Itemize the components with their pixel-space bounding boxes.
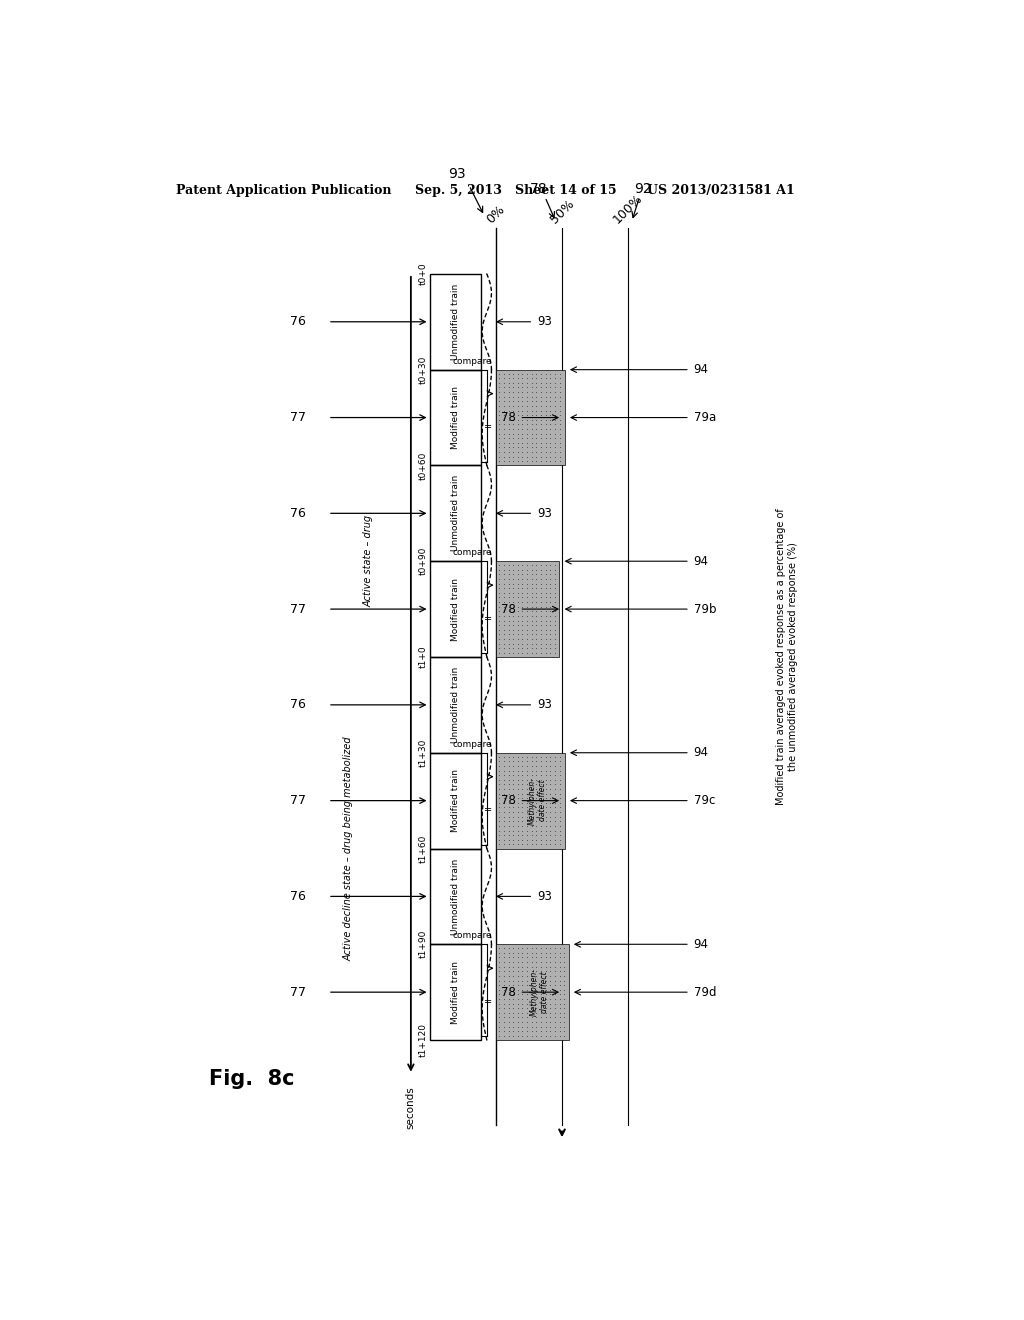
Text: 92: 92 bbox=[635, 182, 652, 197]
Text: US 2013/0231581 A1: US 2013/0231581 A1 bbox=[647, 185, 795, 197]
Text: 78: 78 bbox=[501, 795, 515, 807]
Bar bbox=[430, 561, 480, 657]
Bar bbox=[430, 752, 480, 849]
Text: 79a: 79a bbox=[693, 411, 716, 424]
Text: 93: 93 bbox=[538, 698, 552, 711]
Text: Unmodified train: Unmodified train bbox=[451, 475, 460, 552]
Text: 93: 93 bbox=[538, 507, 552, 520]
Text: 78: 78 bbox=[501, 986, 515, 999]
Text: Unmodified train: Unmodified train bbox=[451, 667, 460, 743]
Text: 94: 94 bbox=[693, 746, 709, 759]
Text: 94: 94 bbox=[693, 554, 709, 568]
Bar bbox=[430, 466, 480, 561]
Text: 93: 93 bbox=[538, 315, 552, 329]
Bar bbox=[496, 944, 568, 1040]
Bar bbox=[430, 657, 480, 752]
Text: 76: 76 bbox=[291, 315, 306, 329]
Text: Fig.  8c: Fig. 8c bbox=[209, 1069, 295, 1089]
Text: t1+60: t1+60 bbox=[419, 834, 428, 863]
Text: 93: 93 bbox=[538, 890, 552, 903]
Text: 100%: 100% bbox=[610, 191, 645, 226]
Text: 94: 94 bbox=[693, 937, 709, 950]
Text: Modified train: Modified train bbox=[451, 770, 460, 832]
Text: 76: 76 bbox=[291, 890, 306, 903]
Text: 79b: 79b bbox=[693, 603, 716, 615]
Text: t0+0: t0+0 bbox=[419, 263, 428, 285]
Text: 79d: 79d bbox=[693, 986, 716, 999]
Text: t1+0: t1+0 bbox=[419, 645, 428, 668]
Bar bbox=[430, 944, 480, 1040]
Text: t0+90: t0+90 bbox=[419, 546, 428, 576]
Text: compare: compare bbox=[453, 932, 493, 940]
Bar bbox=[430, 275, 480, 370]
Text: Methylphen-
date effect: Methylphen- date effect bbox=[529, 968, 549, 1016]
Text: t1+90: t1+90 bbox=[419, 931, 428, 958]
Text: Modified train: Modified train bbox=[451, 961, 460, 1024]
Bar bbox=[430, 370, 480, 466]
Text: =: = bbox=[484, 614, 493, 623]
Text: 93: 93 bbox=[449, 166, 466, 181]
Text: t1+120: t1+120 bbox=[419, 1023, 428, 1057]
Text: compare: compare bbox=[453, 356, 493, 366]
Text: compare: compare bbox=[453, 548, 493, 557]
Text: 78: 78 bbox=[501, 603, 515, 615]
Bar bbox=[496, 370, 564, 466]
Text: 77: 77 bbox=[290, 986, 306, 999]
Text: Sep. 5, 2013   Sheet 14 of 15: Sep. 5, 2013 Sheet 14 of 15 bbox=[415, 185, 616, 197]
Bar bbox=[496, 561, 559, 657]
Bar bbox=[430, 849, 480, 944]
Text: t1+30: t1+30 bbox=[419, 739, 428, 767]
Text: seconds: seconds bbox=[406, 1086, 416, 1129]
Text: Unmodified train: Unmodified train bbox=[451, 284, 460, 360]
Text: 94: 94 bbox=[693, 363, 709, 376]
Text: 0%: 0% bbox=[484, 203, 508, 226]
Text: =: = bbox=[484, 805, 493, 816]
Text: 78: 78 bbox=[530, 182, 548, 197]
Text: Methylphen-
date effect: Methylphen- date effect bbox=[527, 776, 547, 825]
Text: t0+60: t0+60 bbox=[419, 451, 428, 479]
Text: Modified train: Modified train bbox=[451, 578, 460, 640]
Text: 77: 77 bbox=[290, 411, 306, 424]
Text: 79c: 79c bbox=[693, 795, 715, 807]
Text: 77: 77 bbox=[290, 795, 306, 807]
Text: 78: 78 bbox=[501, 411, 515, 424]
Text: 76: 76 bbox=[291, 507, 306, 520]
Text: Unmodified train: Unmodified train bbox=[451, 858, 460, 935]
Text: Modified train: Modified train bbox=[451, 385, 460, 449]
Bar bbox=[496, 752, 564, 849]
Text: 76: 76 bbox=[291, 698, 306, 711]
Text: compare: compare bbox=[453, 741, 493, 748]
Text: Active decline state – drug being metabolized: Active decline state – drug being metabo… bbox=[344, 737, 354, 961]
Text: =: = bbox=[484, 997, 493, 1007]
Text: Active state – drug: Active state – drug bbox=[364, 515, 374, 607]
Text: Modified train averaged evoked response as a percentage of
the unmodified averag: Modified train averaged evoked response … bbox=[776, 508, 798, 805]
Text: =: = bbox=[484, 422, 493, 432]
Text: 50%: 50% bbox=[548, 197, 577, 226]
Text: 77: 77 bbox=[290, 603, 306, 615]
Text: t0+30: t0+30 bbox=[419, 355, 428, 384]
Text: Patent Application Publication: Patent Application Publication bbox=[176, 185, 391, 197]
